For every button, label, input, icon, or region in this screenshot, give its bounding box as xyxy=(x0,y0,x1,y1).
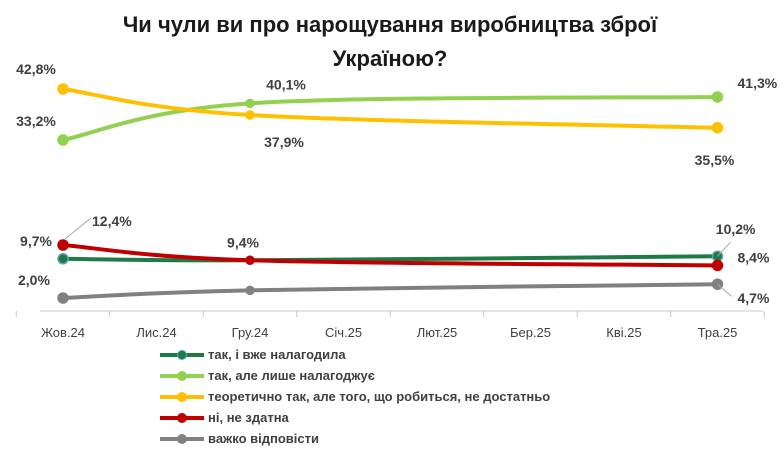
label-leader-line xyxy=(717,283,732,297)
x-tick-label: Гру.24 xyxy=(232,325,269,340)
x-tick-label: Кві.25 xyxy=(606,325,641,340)
data-label: 37,9% xyxy=(264,134,304,150)
legend-item: так, і вже налагодила xyxy=(160,344,550,365)
data-label: 9,7% xyxy=(20,233,52,249)
series-point xyxy=(711,91,724,103)
series-line xyxy=(61,87,720,130)
x-tick-label: Тра.25 xyxy=(698,325,738,340)
legend-marker xyxy=(177,370,187,381)
legend-marker xyxy=(177,349,187,360)
series-line xyxy=(61,282,720,300)
legend-swatch xyxy=(160,391,204,402)
data-label: 8,4% xyxy=(738,249,770,265)
legend-label: так, але лише налагоджує xyxy=(208,368,375,383)
legend-item: важко відповісти xyxy=(160,428,550,449)
series-point xyxy=(57,239,69,251)
data-label: 12,4% xyxy=(92,213,132,229)
series-line xyxy=(61,243,720,268)
x-tick-label: Лис.24 xyxy=(136,325,176,340)
data-label: 33,2% xyxy=(16,113,56,129)
series-point xyxy=(711,122,724,134)
legend-label: ні, не здатна xyxy=(208,410,289,425)
data-label: 10,2% xyxy=(716,221,756,237)
legend-marker xyxy=(177,412,187,423)
chart-title-line-2: Україною? xyxy=(332,46,448,71)
series-point xyxy=(57,83,69,95)
legend-label: важко відповісти xyxy=(208,431,319,446)
series-line xyxy=(61,94,720,142)
x-tick-label: Жов.24 xyxy=(41,325,85,340)
data-label: 41,3% xyxy=(738,75,778,91)
x-tick-label: Січ.25 xyxy=(325,325,362,340)
legend-swatch xyxy=(160,349,204,360)
x-tick-label: Лют.25 xyxy=(417,325,458,340)
legend-marker xyxy=(177,433,187,444)
data-label: 9,4% xyxy=(227,234,259,250)
legend-swatch xyxy=(160,370,204,381)
series-point xyxy=(57,292,69,304)
series-point xyxy=(245,255,255,266)
data-label: 2,0% xyxy=(18,272,50,288)
series-point xyxy=(711,259,724,272)
chart-title-line-1: Чи чули ви про нарощування виробництва з… xyxy=(122,12,658,37)
data-label: 35,5% xyxy=(695,152,735,168)
legend-marker xyxy=(177,391,187,402)
series-point xyxy=(57,134,69,146)
data-label: 40,1% xyxy=(266,76,306,92)
label-leader-line xyxy=(64,217,92,240)
series-point xyxy=(245,98,255,109)
legend-swatch xyxy=(160,433,204,444)
x-tick-label: Бер.25 xyxy=(510,325,551,340)
legend-swatch xyxy=(160,412,204,423)
legend-item: ні, не здатна xyxy=(160,407,550,428)
legend-label: теоретично так, але того, що робиться, н… xyxy=(208,389,551,404)
series-point xyxy=(245,110,255,120)
data-label: 4,7% xyxy=(738,290,770,306)
series-point xyxy=(245,285,255,296)
data-label: 42,8% xyxy=(16,61,56,77)
legend-item: так, але лише налагоджує xyxy=(160,365,550,386)
legend: так, і вже налагодила так, але лише налаг… xyxy=(160,344,550,449)
series-point xyxy=(57,253,69,265)
legend-item: теоретично так, але того, що робиться, н… xyxy=(160,386,550,407)
label-leader-line xyxy=(717,241,731,257)
legend-label: так, і вже налагодила xyxy=(208,347,346,362)
